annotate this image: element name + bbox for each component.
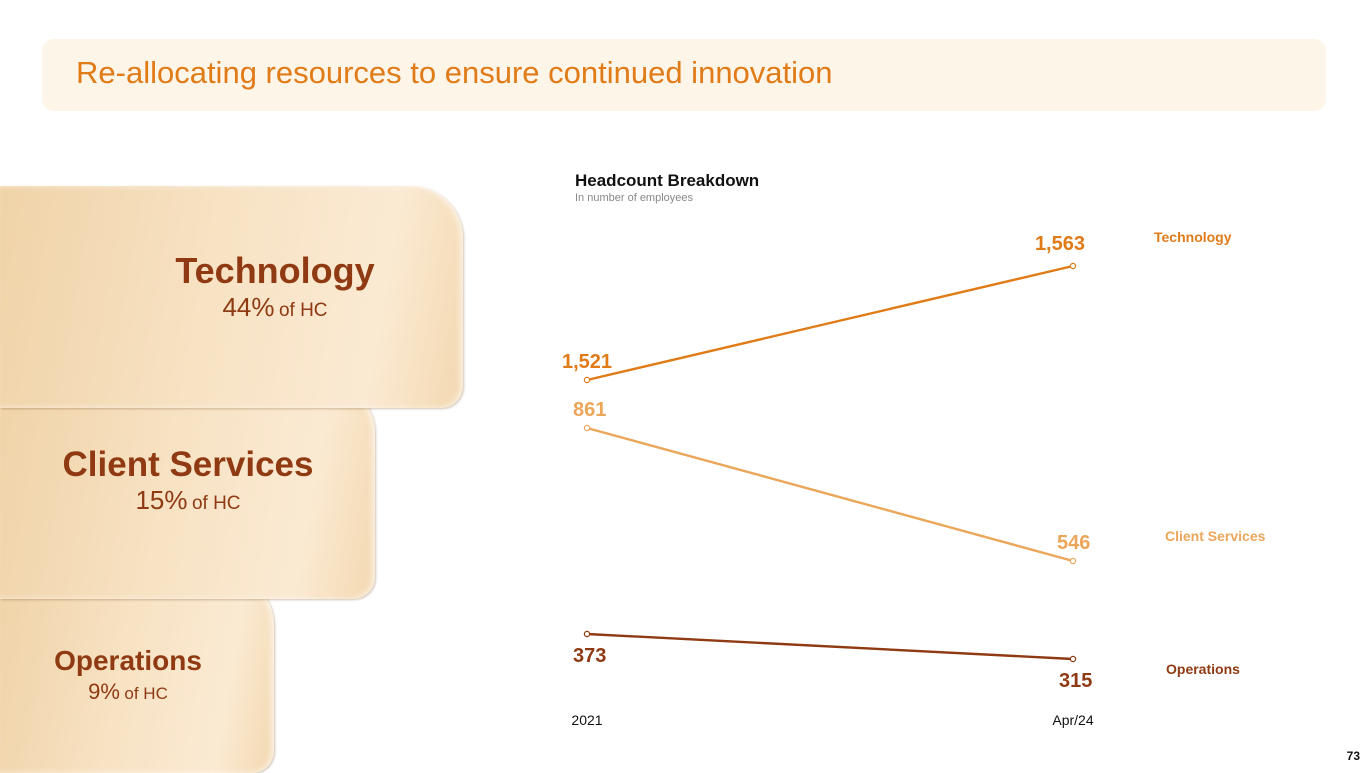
technology-data-label-2: 1,563 [1035, 233, 1085, 255]
technology-point-2 [1069, 262, 1077, 270]
operations-card: Operations 9% of HC [0, 573, 274, 773]
operations-data-label-1: 373 [573, 645, 606, 667]
client-services-legend-label: Client Services [1165, 528, 1266, 544]
chart-subtitle: In number of employees [575, 192, 694, 204]
operations-data-label-2: 315 [1059, 670, 1092, 692]
technology-pct-suffix: of HC [278, 300, 328, 321]
technology-pct-value: 44% [222, 292, 275, 322]
client-services-pct-suffix: of HC [191, 493, 241, 514]
x-axis-tick-label: 2021 [571, 712, 602, 728]
operations-card-name: Operations [54, 645, 202, 676]
client-services-data-label-2: 546 [1057, 532, 1090, 554]
technology-point-1 [583, 376, 591, 384]
operations-legend-label: Operations [1166, 661, 1240, 677]
chart-title: Headcount Breakdown [575, 171, 760, 190]
page-number: 73 [1346, 749, 1360, 763]
technology-series-line [586, 264, 1074, 382]
operations-pct-suffix: of HC [124, 684, 168, 703]
operations-series-line [586, 632, 1074, 661]
operations-point-1 [583, 630, 591, 638]
client-services-point-2 [1069, 557, 1077, 565]
operations-point-2 [1069, 655, 1077, 663]
technology-card: Technology 44% of HC [0, 186, 463, 408]
client-services-series-line [586, 426, 1074, 563]
x-axis-tick-label: Apr/24 [1052, 712, 1093, 728]
client-services-point-1 [583, 424, 591, 432]
client-services-data-label-1: 861 [573, 399, 606, 421]
title-banner: Re-allocating resources to ensure contin… [42, 39, 1326, 111]
operations-pct-value: 9% [88, 679, 120, 704]
technology-data-label-1: 1,521 [562, 351, 612, 373]
client-services-card-name: Client Services [62, 445, 314, 484]
technology-card-percent: 44% of HC [222, 292, 327, 323]
operations-card-percent: 9% of HC [88, 679, 168, 705]
page-title: Re-allocating resources to ensure contin… [76, 55, 833, 90]
technology-legend-label: Technology [1154, 229, 1232, 245]
client-services-pct-value: 15% [135, 485, 188, 515]
technology-card-name: Technology [175, 250, 375, 291]
client-services-card: Client Services 15% of HC [0, 381, 375, 599]
client-services-card-percent: 15% of HC [135, 485, 240, 516]
